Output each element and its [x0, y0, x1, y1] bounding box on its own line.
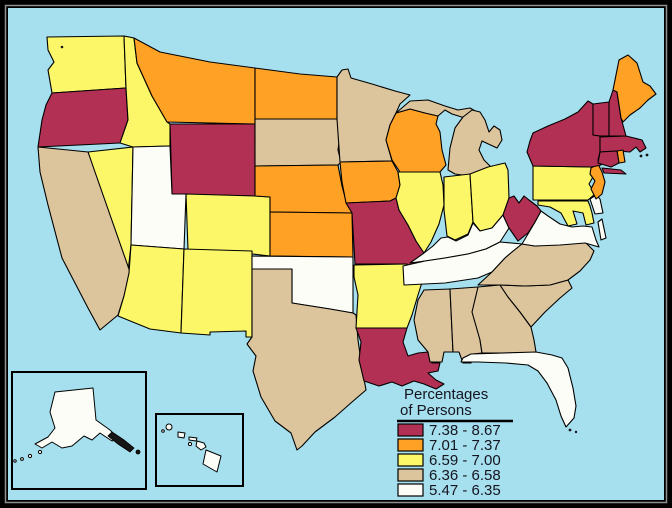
state-south-dakota	[254, 118, 342, 167]
state-new-york-long-island	[601, 167, 627, 175]
state-connecticut	[597, 150, 620, 168]
nantucket-dot	[645, 153, 649, 157]
state-maryland	[537, 200, 595, 227]
legend-label-class5: 5.47 - 6.35	[429, 482, 501, 499]
state-wisconsin	[385, 108, 447, 173]
legend-swatch-class1	[397, 423, 424, 437]
legend: Percentages of Persons 7.38 - 8.67 7.01 …	[397, 386, 513, 499]
state-colorado	[185, 193, 271, 257]
state-texas	[246, 268, 367, 451]
legend-label-class3: 6.59 - 7.00	[429, 452, 501, 469]
state-new-mexico	[180, 248, 253, 338]
legend-label-class1: 7.38 - 8.67	[429, 422, 501, 439]
state-maine	[612, 54, 657, 123]
legend-title-line2: of Persons	[400, 402, 472, 419]
state-nebraska	[254, 164, 354, 214]
state-indiana	[443, 173, 474, 241]
state-virginia-eastern-shore	[597, 218, 607, 241]
state-wyoming	[169, 123, 256, 197]
legend-swatch-class4	[397, 468, 424, 482]
marthas-vineyard-dot	[639, 154, 643, 158]
state-oregon	[37, 87, 129, 148]
frame-accent-line	[4, 4, 668, 504]
state-new-jersey	[589, 163, 606, 200]
state-hawaii	[161, 423, 222, 473]
legend-swatch-class5	[397, 483, 424, 497]
state-california	[37, 146, 131, 331]
state-washington	[46, 35, 127, 94]
legend-swatch-class2	[397, 438, 424, 452]
san-juan-islands-dot	[60, 45, 64, 49]
florida-keys-dot	[568, 428, 572, 432]
state-north-dakota	[254, 67, 338, 120]
state-kansas	[269, 211, 354, 258]
state-alaska	[13, 387, 119, 463]
legend-title-line1: Percentages	[404, 386, 488, 403]
state-illinois	[395, 171, 445, 254]
alaska-inset-box	[11, 371, 147, 490]
state-louisiana	[355, 327, 445, 390]
legend-label-class2: 7.01 - 7.37	[429, 437, 501, 454]
state-iowa	[339, 160, 401, 204]
state-pennsylvania	[532, 165, 596, 201]
hawaii-inset-box	[155, 413, 244, 487]
alaska-panhandle-islet	[135, 449, 141, 455]
legend-swatch-class3	[397, 453, 424, 467]
florida-keys-dot-2	[574, 430, 578, 434]
state-vermont	[592, 101, 610, 137]
state-florida	[460, 351, 577, 428]
alaska-panhandle-islands	[107, 431, 135, 453]
state-west-virginia	[502, 195, 542, 242]
legend-label-class4: 6.36 - 6.58	[429, 467, 501, 484]
